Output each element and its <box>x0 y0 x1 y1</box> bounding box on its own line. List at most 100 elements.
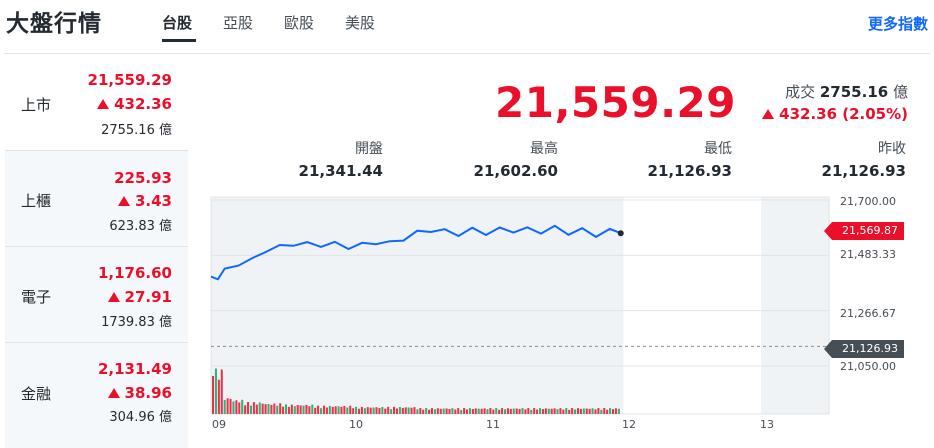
index-item-electronics[interactable]: 電子 1,176.60 27.91 1739.83 億 <box>5 247 188 343</box>
tab-europe[interactable]: 歐股 <box>284 14 315 32</box>
volume-bar <box>393 406 396 414</box>
volume-bar <box>433 409 436 414</box>
volume-bar <box>477 408 480 414</box>
index-change: 432.36 <box>97 95 172 113</box>
volume-bar <box>486 409 489 414</box>
volume-bar <box>346 407 349 414</box>
prev-close-tag: 21,126.93 <box>824 340 904 358</box>
index-item-otc[interactable]: 上櫃 225.93 3.43 623.83 億 <box>5 151 188 247</box>
last-point <box>617 230 624 237</box>
volume-bar <box>372 407 375 414</box>
volume-bar <box>214 368 217 414</box>
index-name: 上櫃 <box>21 192 52 210</box>
y-tick-label: 21,266.67 <box>840 307 896 320</box>
volume-bar <box>290 404 293 414</box>
y-tick-label: 21,483.33 <box>840 248 896 261</box>
more-indices-link[interactable]: 更多指數 <box>867 15 928 33</box>
index-item-finance[interactable]: 金融 2,131.49 38.96 304.96 億 <box>5 343 188 447</box>
volume-bar <box>495 408 498 414</box>
volume-bar <box>582 408 585 414</box>
volume-bar <box>466 409 469 414</box>
volume-bar <box>547 408 550 414</box>
volume-bar <box>255 404 258 414</box>
volume-bar <box>617 408 620 414</box>
volume-bar <box>606 409 609 414</box>
volume-bar <box>451 408 454 414</box>
stat-open: 開盤 21,341.44 <box>263 138 383 180</box>
volume-bar <box>270 404 273 414</box>
series-line <box>210 224 622 281</box>
volume-bar <box>387 406 390 414</box>
volume-bar <box>369 407 372 414</box>
volume-bar <box>282 406 285 414</box>
volume-bar <box>457 408 460 414</box>
x-tick-label: 09 <box>212 418 226 431</box>
volume-bar <box>284 404 288 414</box>
volume-bar <box>331 406 334 414</box>
volume-bar <box>390 409 393 414</box>
volume-bar <box>261 403 264 414</box>
volume-bar <box>611 409 615 414</box>
volume-bar <box>503 409 507 414</box>
market-tabs: 台股 亞股 歐股 美股 <box>162 12 406 42</box>
volume-bar <box>320 408 323 414</box>
volume-bar <box>416 409 419 414</box>
volume-bar <box>445 408 448 414</box>
volume-bar <box>483 408 486 414</box>
volume-bar <box>448 408 451 414</box>
volume-bar <box>428 409 431 414</box>
stat-value: 21,126.93 <box>821 162 906 180</box>
index-volume: 623.83 億 <box>109 219 172 234</box>
volume-bar <box>401 407 404 414</box>
volume-bar <box>425 408 428 414</box>
volume-bar <box>553 408 556 414</box>
volume-bar <box>308 406 311 414</box>
index-name: 金融 <box>21 385 52 403</box>
volume-bar <box>463 408 466 414</box>
volume-bar <box>279 403 282 414</box>
volume-bar <box>600 409 603 414</box>
volume-bar <box>273 403 276 414</box>
index-item-twse[interactable]: 上市 21,559.29 432.36 2755.16 億 <box>5 54 188 151</box>
volume-bar <box>334 406 337 414</box>
volume-bars <box>212 368 620 414</box>
volume-bar <box>366 407 369 414</box>
volume-bar <box>568 409 571 414</box>
hour-band <box>348 197 486 414</box>
up-arrow-icon <box>762 109 775 119</box>
volume-bar <box>576 408 579 414</box>
volume-bar <box>384 408 387 414</box>
volume-bar <box>217 379 220 414</box>
tab-asia[interactable]: 亞股 <box>223 14 254 32</box>
volume-bar <box>439 408 442 414</box>
volume-bar <box>343 405 346 414</box>
volume-bar <box>506 408 509 414</box>
volume-bar <box>363 408 366 414</box>
index-value: 225.93 <box>114 169 172 187</box>
volume-bar <box>235 400 238 414</box>
volume-bar <box>238 402 241 414</box>
volume-bar <box>474 408 477 414</box>
volume-bar <box>360 406 363 414</box>
stat-label: 最低 <box>704 141 732 157</box>
stat-prev-close: 昨收 21,126.93 <box>786 138 906 180</box>
index-change: 38.96 <box>107 384 172 402</box>
volume-bar <box>357 408 361 414</box>
volume-bar <box>492 409 495 414</box>
volume-bar <box>594 409 597 414</box>
tab-us[interactable]: 美股 <box>345 14 376 32</box>
index-volume: 2755.16 億 <box>101 123 172 138</box>
tab-tw[interactable]: 台股 <box>162 12 223 42</box>
volume-bar <box>223 400 226 414</box>
volume-bar <box>355 406 358 414</box>
index-name: 電子 <box>21 288 52 306</box>
volume-bar <box>337 406 340 414</box>
volume-bar <box>533 408 536 414</box>
hour-band <box>211 197 349 414</box>
volume-bar <box>480 408 483 414</box>
volume-bar <box>413 407 416 414</box>
volume-bar <box>591 408 594 414</box>
volume-bar <box>609 408 612 414</box>
volume-bar <box>287 406 290 414</box>
